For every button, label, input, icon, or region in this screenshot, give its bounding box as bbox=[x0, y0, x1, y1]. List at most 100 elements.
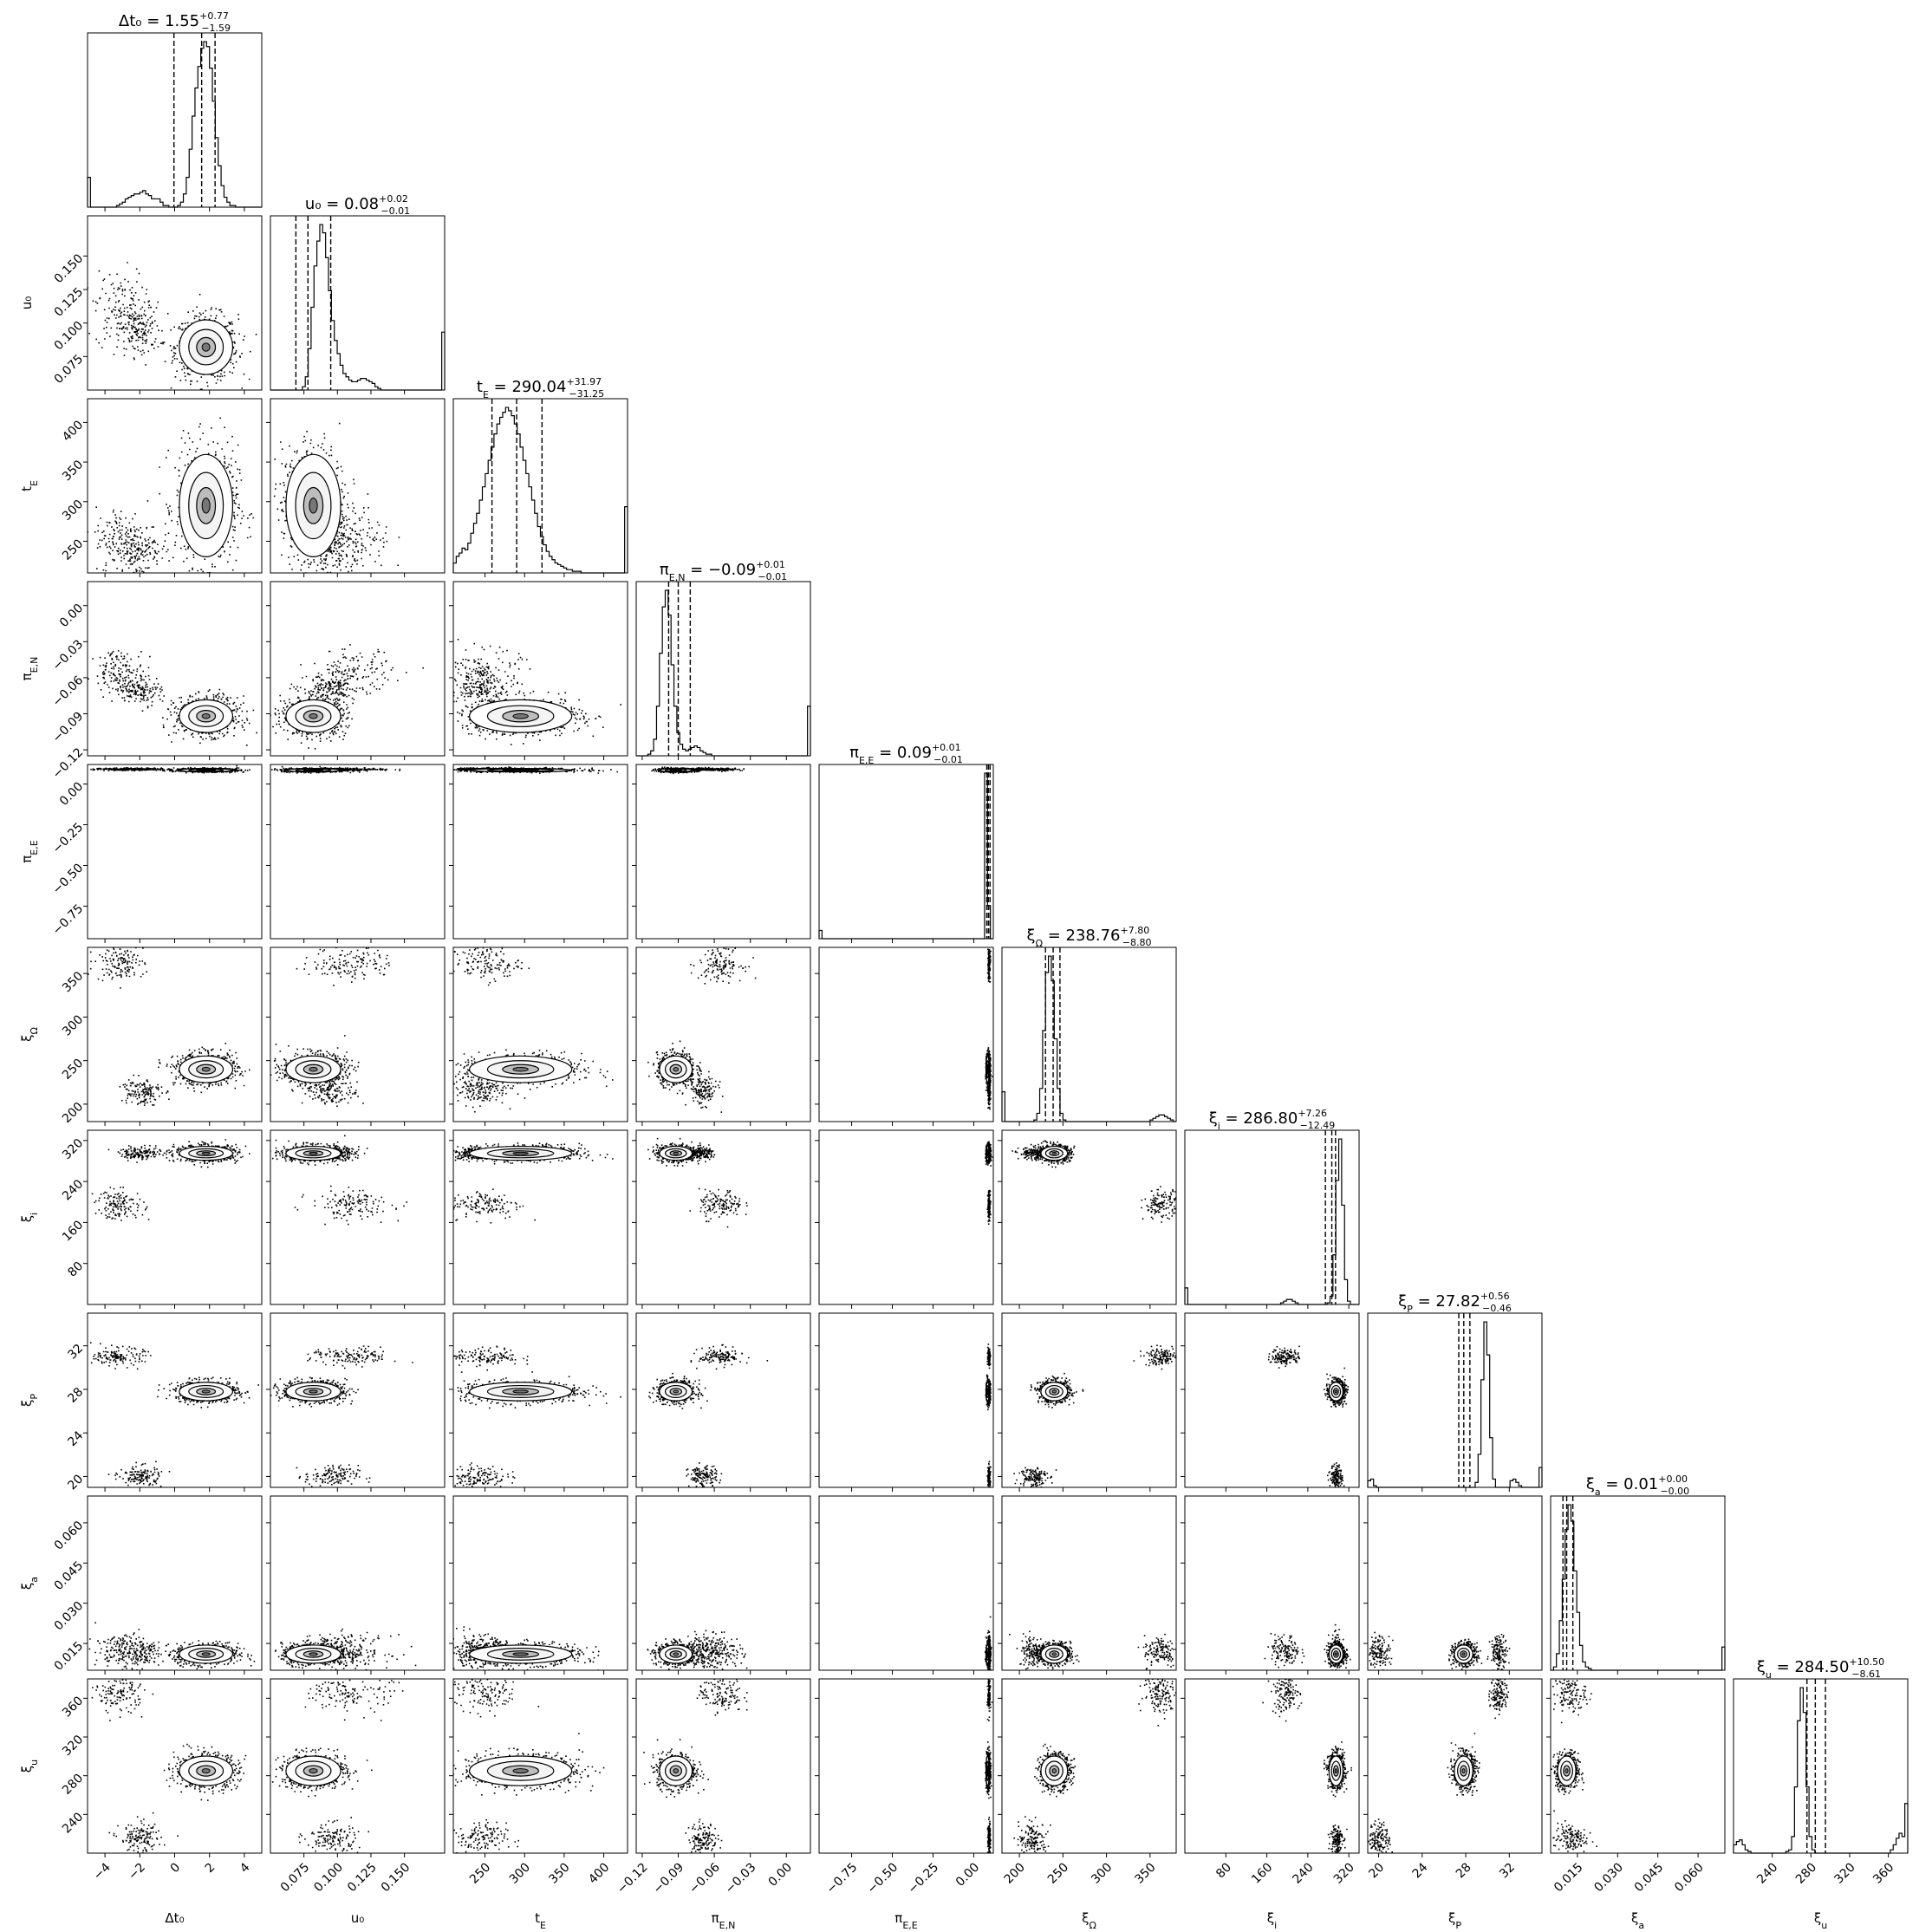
y-tick-label: 24 bbox=[65, 1428, 86, 1449]
contour bbox=[309, 1151, 318, 1155]
panel-frame bbox=[1001, 1678, 1177, 1854]
x-tick-label: 28 bbox=[1454, 1860, 1474, 1881]
hist-panel-xiu: ξu = 284.50+10.50 −8.61 240 280 320 360 bbox=[1733, 1656, 1909, 1887]
panel-frame bbox=[270, 764, 446, 940]
hist-panel-piEE: πE,E = 0.09+0.01 −0.01 bbox=[818, 742, 994, 943]
panel-dt0-xiP: 20 24 28 32 bbox=[65, 1312, 263, 1493]
contour bbox=[1564, 1768, 1569, 1774]
histogram-xii bbox=[1184, 1138, 1359, 1305]
scatter-cloud bbox=[1013, 1679, 1176, 1853]
x-tick-label: −0.75 bbox=[824, 1860, 861, 1896]
scatter-cloud bbox=[453, 1626, 600, 1670]
x-tick-label: 0 bbox=[168, 1860, 184, 1876]
contour bbox=[1051, 1652, 1057, 1656]
panel-dt0-xiOmega: 200 250 300 350 bbox=[60, 946, 263, 1126]
hist-panel-xiOmega: ξΩ = 238.76+7.80 −8.80 bbox=[1001, 925, 1177, 1126]
panel-frame bbox=[87, 32, 263, 208]
panel-dt0-piEE: −0.75 −0.50 −0.25 0.00 bbox=[50, 764, 263, 943]
panel-frame bbox=[635, 1129, 811, 1305]
panel-xiOmega-xii bbox=[998, 1129, 1177, 1309]
x-axis-label-xiu: ξu bbox=[1814, 1910, 1827, 1931]
panel-title-xia: ξa = 0.01+0.00 −0.00 bbox=[1586, 1473, 1689, 1498]
y-tick-label: 0.00 bbox=[57, 780, 86, 809]
x-tick-label: 0.060 bbox=[1672, 1860, 1707, 1895]
x-tick-label: 160 bbox=[1249, 1860, 1275, 1886]
panel-dt0-xia: 0.015 0.030 0.045 0.060 bbox=[52, 1495, 263, 1675]
panel-dt0-piEN: −0.12−0.09−0.06−0.03 0.00 bbox=[50, 581, 263, 782]
y-tick-label: 400 bbox=[60, 418, 86, 444]
scatter-cloud bbox=[647, 947, 757, 1113]
x-axis-label-dt0: Δt₀ bbox=[165, 1910, 184, 1926]
contour bbox=[309, 712, 318, 719]
x-tick-label: 80 bbox=[1213, 1860, 1234, 1881]
panel-xiOmega-xiP bbox=[998, 1312, 1177, 1492]
scatter-cloud bbox=[270, 644, 424, 750]
scatter-cloud bbox=[91, 1139, 250, 1221]
panel-title-piEN: πE,N = −0.09+0.01 −0.01 bbox=[660, 559, 787, 583]
histogram-xiOmega bbox=[1001, 955, 1176, 1122]
panel-title-dt0: Δt₀ = 1.55+0.77 −1.59 bbox=[119, 10, 231, 34]
histogram-xia bbox=[1551, 1504, 1726, 1671]
x-tick-label: −0.50 bbox=[865, 1860, 901, 1896]
y-axis-label-xiOmega: ξΩ bbox=[19, 1027, 40, 1042]
panel-title-xiOmega: ξΩ = 238.76+7.80 −8.80 bbox=[1027, 925, 1152, 949]
hist-panel-xia: ξa = 0.01+0.00 −0.00 bbox=[1550, 1473, 1726, 1675]
panel-frame bbox=[1001, 946, 1177, 1122]
x-axis-label-xiP: ξP bbox=[1448, 1910, 1461, 1931]
panel-piEN-piEE bbox=[632, 764, 811, 943]
panel-piEN-xii bbox=[632, 1129, 811, 1309]
hist-panel-xii: ξi = 286.80+7.26 −12.49 bbox=[1184, 1108, 1360, 1309]
contour bbox=[309, 1389, 318, 1394]
panel-frame bbox=[87, 215, 263, 391]
y-tick-label: 80 bbox=[65, 1259, 86, 1280]
y-tick-label: 320 bbox=[60, 1136, 86, 1162]
x-tick-label: 350 bbox=[546, 1860, 572, 1886]
x-tick-label: 2 bbox=[203, 1860, 218, 1876]
scatter-cloud bbox=[91, 1679, 247, 1853]
contour bbox=[1461, 1768, 1466, 1774]
contour bbox=[1334, 1389, 1338, 1394]
scatter-cloud bbox=[453, 1142, 614, 1224]
y-tick-label: 320 bbox=[60, 1733, 86, 1759]
x-tick-label: −0.09 bbox=[651, 1860, 687, 1896]
panel-frame bbox=[635, 1312, 811, 1488]
x-tick-label: 0.100 bbox=[311, 1860, 346, 1895]
scatter-cloud bbox=[985, 1141, 993, 1225]
contour bbox=[512, 1151, 529, 1155]
scatter-cloud bbox=[273, 399, 400, 573]
y-tick-label: 0.030 bbox=[52, 1599, 87, 1634]
scatter-cloud bbox=[1262, 1679, 1352, 1853]
scatter-cloud bbox=[270, 947, 390, 1107]
panel-frame bbox=[270, 215, 446, 391]
x-tick-label: 32 bbox=[1497, 1860, 1518, 1881]
scatter-cloud bbox=[648, 1343, 769, 1487]
scatter-cloud bbox=[453, 947, 614, 1113]
scatter-cloud bbox=[275, 1628, 417, 1670]
panel-frame bbox=[452, 764, 628, 940]
panel-u0-piEE bbox=[266, 764, 446, 943]
panel-tE-xii bbox=[449, 1129, 628, 1309]
panel-tE-piEE bbox=[449, 764, 628, 943]
panel-frame bbox=[1001, 1312, 1177, 1488]
contour bbox=[201, 342, 211, 352]
panel-tE-piEN bbox=[449, 581, 628, 760]
contour bbox=[309, 769, 318, 771]
scatter-cloud bbox=[88, 1622, 256, 1670]
panel-frame bbox=[1184, 1129, 1360, 1305]
contour bbox=[201, 498, 211, 514]
contour bbox=[1051, 1389, 1057, 1394]
panel-frame bbox=[1001, 1495, 1177, 1671]
contour bbox=[673, 1768, 680, 1774]
panel-xiOmega-xia bbox=[998, 1495, 1177, 1675]
panel-frame bbox=[452, 946, 628, 1122]
histogram-piEE bbox=[818, 772, 993, 940]
panel-piEN-xiP bbox=[632, 1312, 811, 1492]
panel-xii-xia bbox=[1181, 1495, 1360, 1675]
x-tick-label: 20 bbox=[1366, 1860, 1387, 1881]
histogram-xiP bbox=[1367, 1321, 1543, 1488]
panel-u0-xii bbox=[266, 1129, 446, 1309]
scatter-cloud bbox=[453, 639, 621, 745]
panel-frame bbox=[270, 1312, 446, 1488]
